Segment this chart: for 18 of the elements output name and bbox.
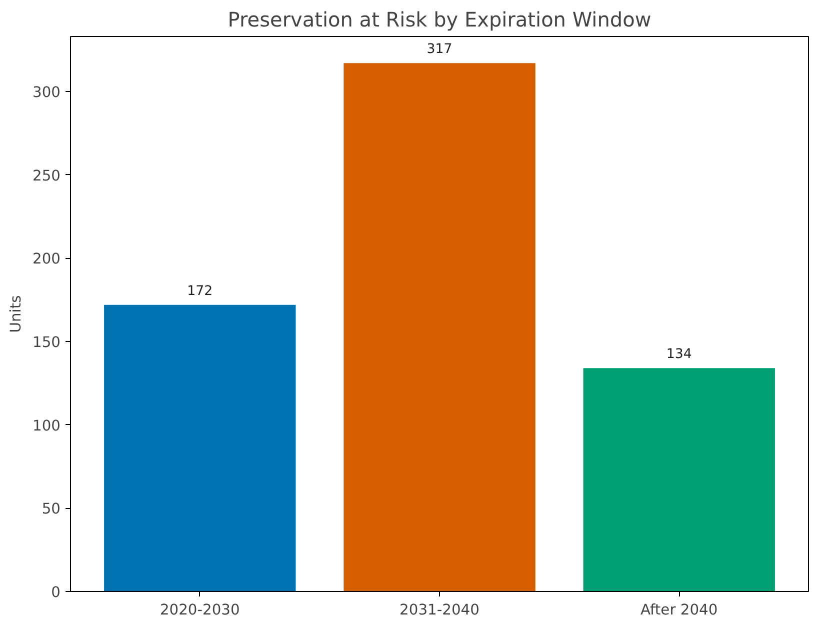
x-tick-label: 2020-2030 — [160, 602, 240, 618]
y-tick-label: 100 — [32, 417, 61, 434]
x-tick-label: After 2040 — [640, 602, 718, 618]
y-tick-label: 300 — [32, 84, 61, 101]
y-tick-label: 50 — [42, 500, 61, 518]
y-tick-label: 250 — [32, 167, 61, 184]
data-label: 317 — [426, 42, 452, 58]
y-tick-label: 0 — [51, 584, 61, 601]
y-axis-title: Units — [8, 295, 25, 333]
data-label: 134 — [666, 347, 692, 362]
y-tick-label: 150 — [32, 334, 61, 351]
bar — [104, 304, 296, 592]
chart-title: Preservation at Risk by Expiration Window — [228, 8, 652, 32]
bar — [344, 63, 536, 592]
data-label: 172 — [187, 284, 213, 299]
bar — [583, 368, 775, 592]
x-tick-label: 2031-2040 — [400, 602, 480, 618]
y-tick-label: 200 — [32, 250, 61, 268]
